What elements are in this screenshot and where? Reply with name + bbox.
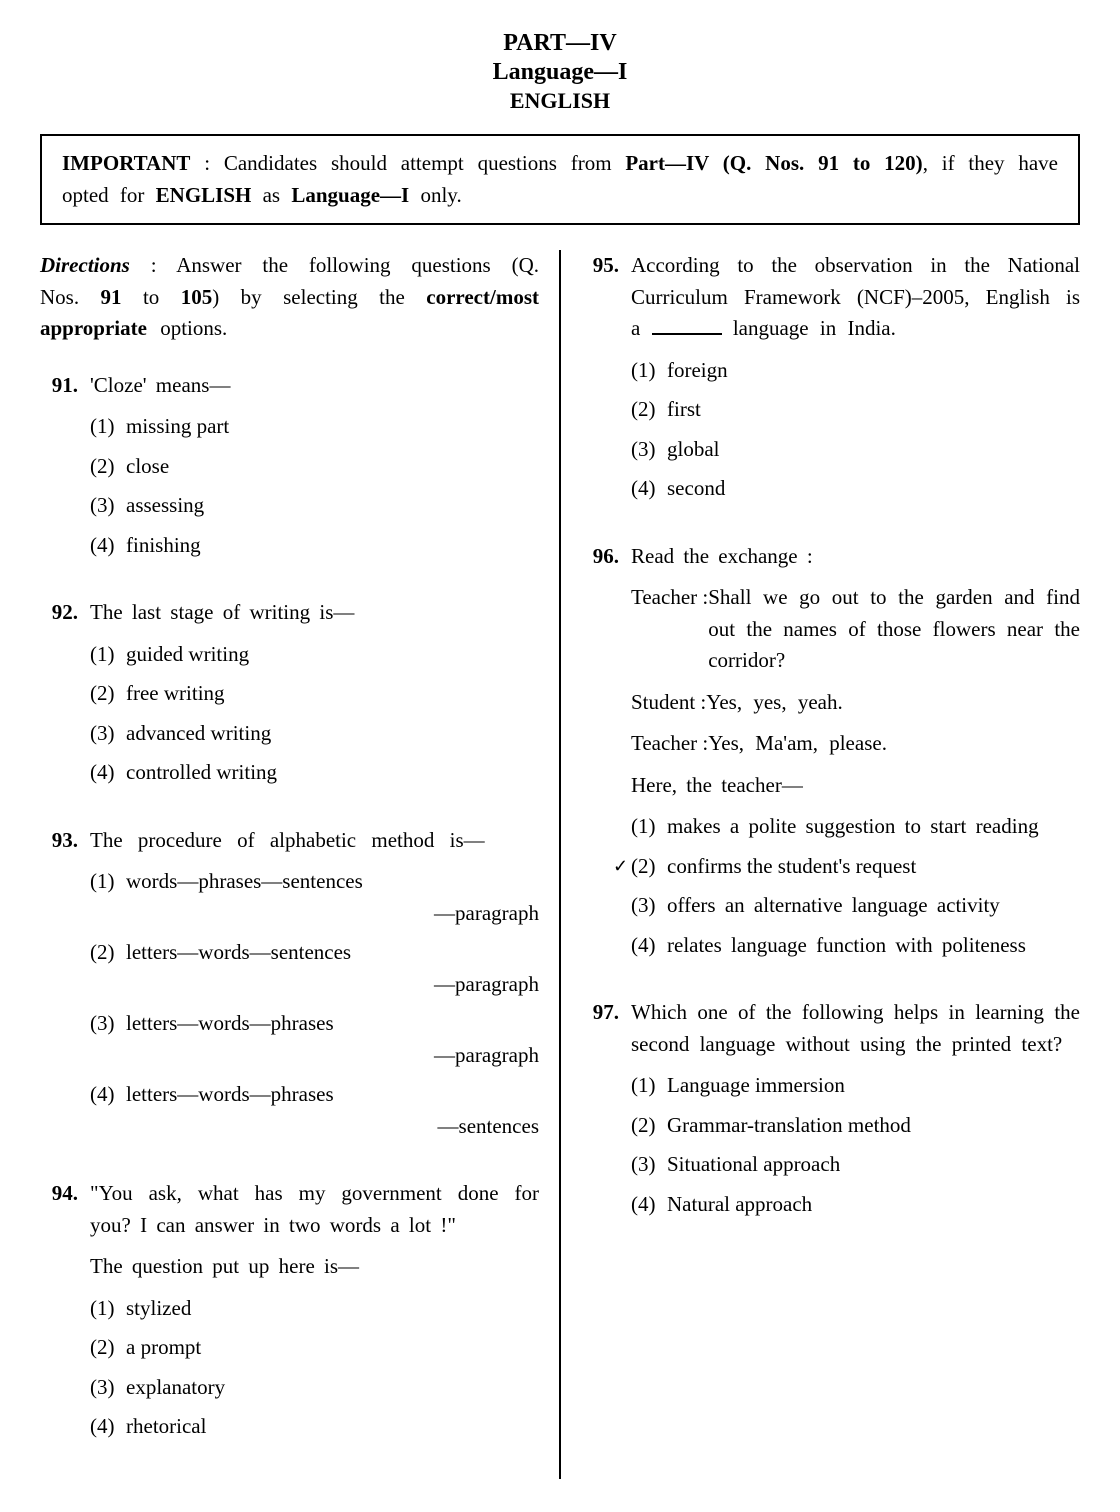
directions-text: Directions : Answer the following questi… <box>40 250 539 345</box>
question-text: "You ask, what has my government done fo… <box>90 1178 539 1241</box>
question-columns: Directions : Answer the following questi… <box>40 250 1080 1479</box>
question-97: 97. Which one of the following helps in … <box>581 997 1080 1228</box>
important-label: IMPORTANT <box>62 151 190 175</box>
question-number: 91. <box>40 370 90 402</box>
blank-line <box>652 333 722 335</box>
option: (3)Situational approach <box>631 1149 1080 1181</box>
option: (1)guided writing <box>90 639 539 671</box>
question-number: 94. <box>40 1178 90 1210</box>
option: (1)words—phrases—sentences—paragraph <box>90 866 539 929</box>
option: (4)second <box>631 473 1080 505</box>
option: (3)advanced writing <box>90 718 539 750</box>
option: (2)confirms the student's request <box>631 851 1080 883</box>
part-title: PART—IV <box>40 30 1080 57</box>
question-number: 95. <box>581 250 631 282</box>
option: (3)global <box>631 434 1080 466</box>
option: (3)letters—words—phrases—paragraph <box>90 1008 539 1071</box>
option: (2)close <box>90 451 539 483</box>
question-subtext: The question put up here is— <box>90 1251 539 1283</box>
question-number: 96. <box>581 541 631 573</box>
question-93: 93. The procedure of alphabetic method i… <box>40 825 539 1151</box>
question-text: Which one of the following helps in lear… <box>631 997 1080 1060</box>
option: (2)a prompt <box>90 1332 539 1364</box>
question-number: 97. <box>581 997 631 1029</box>
option: (4)Natural approach <box>631 1189 1080 1221</box>
option: (2)first <box>631 394 1080 426</box>
question-number: 93. <box>40 825 90 857</box>
language-title: Language—I <box>40 59 1080 86</box>
question-text: The procedure of alphabetic method is— <box>90 825 539 857</box>
question-text: The last stage of writing is— <box>90 597 539 629</box>
option: (2)Grammar-translation method <box>631 1110 1080 1142</box>
left-column: Directions : Answer the following questi… <box>40 250 561 1479</box>
option: (1)missing part <box>90 411 539 443</box>
question-95: 95. According to the observation in the … <box>581 250 1080 513</box>
option: (3)offers an alternative language activi… <box>631 890 1080 922</box>
question-92: 92. The last stage of writing is— (1)gui… <box>40 597 539 797</box>
option: (2)free writing <box>90 678 539 710</box>
right-column: 95. According to the observation in the … <box>561 250 1080 1479</box>
question-text: Read the exchange : <box>631 541 1080 573</box>
option: (1)stylized <box>90 1293 539 1325</box>
dialogue-block: Teacher : Shall we go out to the garden … <box>631 582 1080 760</box>
option: (4)controlled writing <box>90 757 539 789</box>
subject-title: ENGLISH <box>40 88 1080 114</box>
option: (4)letters—words—phrases—sentences <box>90 1079 539 1142</box>
question-text: According to the observation in the Nati… <box>631 250 1080 345</box>
question-text: 'Cloze' means— <box>90 370 539 402</box>
option: (4)relates language function with polite… <box>631 930 1080 962</box>
option: (1)foreign <box>631 355 1080 387</box>
option: (1)makes a polite suggestion to start re… <box>631 811 1080 843</box>
option: (1)Language immersion <box>631 1070 1080 1102</box>
page-header: PART—IV Language—I ENGLISH <box>40 30 1080 114</box>
option: (2)letters—words—sentences—paragraph <box>90 937 539 1000</box>
question-number: 92. <box>40 597 90 629</box>
question-96: 96. Read the exchange : Teacher : Shall … <box>581 541 1080 970</box>
option: (3)assessing <box>90 490 539 522</box>
question-subtext: Here, the teacher— <box>631 770 1080 802</box>
question-91: 91. 'Cloze' means— (1)missing part (2)cl… <box>40 370 539 570</box>
option: (4)rhetorical <box>90 1411 539 1443</box>
option: (4)finishing <box>90 530 539 562</box>
important-notice: IMPORTANT : Candidates should attempt qu… <box>40 134 1080 225</box>
question-94: 94. "You ask, what has my government don… <box>40 1178 539 1451</box>
option: (3)explanatory <box>90 1372 539 1404</box>
